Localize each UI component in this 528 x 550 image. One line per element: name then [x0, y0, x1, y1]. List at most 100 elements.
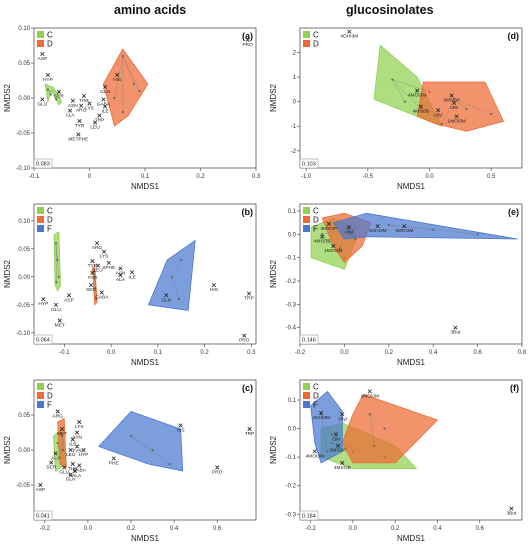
stress-value: 0.184 — [302, 514, 316, 520]
variable-label: 4MSOB — [314, 239, 331, 245]
variable-label: SER — [54, 94, 64, 100]
x-tick-label: 0.1 — [154, 350, 163, 356]
variable-label: GLN — [66, 477, 76, 483]
legend-label: D — [313, 216, 319, 225]
variable-label: TYR — [72, 449, 82, 455]
variable-marker — [247, 426, 252, 432]
group-hull-F — [147, 239, 196, 311]
variable-label: HIS — [177, 428, 185, 434]
variable-label: HYP — [79, 452, 89, 458]
variable-label: XALA — [69, 473, 82, 479]
legend-label: C — [47, 207, 53, 216]
x-tick-label: -0.5 — [363, 174, 374, 180]
variable-marker — [41, 297, 46, 302]
site-point — [476, 233, 479, 236]
variable-label: ASP — [64, 297, 74, 303]
group-spider-line — [392, 79, 405, 102]
legend-swatch-D — [303, 392, 310, 399]
group-spider-line — [441, 99, 455, 124]
variable-marker — [178, 423, 183, 428]
stress-value: 0.146 — [302, 338, 316, 344]
plot-frame — [33, 203, 257, 345]
site-point — [490, 112, 493, 116]
variable-marker — [70, 461, 75, 467]
site-point — [49, 93, 52, 96]
x-tick-label: -0.2 — [305, 526, 316, 532]
y-tick-label: -0.05 — [16, 303, 30, 309]
variable-marker — [40, 97, 45, 102]
variable-label: 3But — [450, 330, 461, 336]
legend-swatch-D — [37, 40, 44, 47]
y-tick-label: -0.1 — [286, 256, 297, 262]
legend-label: F — [313, 225, 318, 234]
panel-letter: (d) — [508, 31, 520, 41]
variable-label: TRP — [95, 118, 105, 124]
variable-label: ASP — [36, 487, 46, 493]
group-spider-line — [130, 435, 153, 451]
variable-label: THR — [87, 275, 97, 281]
group-hull-D — [341, 393, 439, 464]
y-tick-label: -0.4 — [286, 326, 297, 332]
legend-label: D — [47, 40, 53, 49]
variable-label: 1MOI3M — [324, 248, 342, 254]
legend-label: C — [313, 207, 319, 216]
y-tick-label: 0.0 — [288, 427, 297, 433]
variable-label: 3But — [506, 511, 517, 517]
x-axis-label: NMDS1 — [131, 358, 160, 367]
panel-letter: (f) — [510, 383, 519, 393]
variable-label: PHE — [109, 460, 119, 466]
group-spider-line — [47, 89, 60, 93]
variable-marker — [347, 29, 352, 34]
y-axis-label: NMDS2 — [269, 83, 278, 112]
variable-marker — [164, 293, 169, 298]
group-spider-line — [171, 276, 180, 300]
variable-label: ILE — [101, 108, 108, 114]
variable-marker — [436, 108, 441, 113]
x-tick-label: -0.1 — [59, 350, 70, 356]
site-point — [440, 122, 443, 125]
x-tick-label: 0.1 — [141, 174, 150, 180]
stress-value: 0.041 — [36, 514, 50, 520]
variable-label: SER — [86, 287, 96, 293]
variable-label: METPHE — [68, 136, 88, 142]
x-axis-label: NMDS1 — [131, 182, 160, 191]
variable-label: ASN — [68, 103, 78, 109]
variable-label: 4OHI3M — [369, 228, 387, 234]
y-tick-label: -0.3 — [286, 302, 297, 308]
x-tick-label: 0.0 — [107, 350, 116, 356]
variable-label: LYS — [100, 254, 109, 260]
y-tick-label: 0.00 — [18, 96, 30, 102]
group-spider-line — [454, 99, 492, 115]
group-hull-F — [310, 390, 343, 464]
variable-marker — [331, 243, 336, 249]
x-tick-label: 0.0 — [425, 174, 434, 180]
y-axis-label: NMDS2 — [3, 259, 12, 288]
x-tick-label: 0.2 — [391, 526, 400, 532]
variable-label: ARG — [92, 245, 103, 251]
x-tick-label: 0.2 — [127, 526, 136, 532]
variable-marker — [319, 410, 324, 415]
site-point — [55, 98, 58, 101]
legend-swatch-C — [303, 31, 310, 38]
variable-marker — [326, 221, 331, 226]
variable-marker — [68, 447, 73, 453]
legend-swatch-C — [303, 383, 310, 390]
y-tick-label: 0.0 — [288, 232, 297, 238]
variable-label: 4OHI3M — [312, 415, 330, 421]
variable-label: TRP — [245, 431, 255, 437]
y-tick-label: -0.2 — [286, 484, 297, 490]
variable-marker — [62, 465, 67, 470]
variable-marker — [118, 266, 123, 271]
variable-label: LEU — [93, 268, 103, 274]
variable-label: HIS — [113, 77, 121, 83]
variable-marker — [418, 104, 423, 109]
variable-marker — [102, 84, 108, 89]
site-point — [177, 298, 180, 301]
variable-label: PRO — [239, 338, 250, 344]
variable-label: 4MOI3M — [408, 93, 426, 99]
x-axis-label: NMDS1 — [397, 182, 426, 191]
variable-marker — [509, 506, 514, 511]
panel-letter: (c) — [242, 383, 253, 393]
variable-label: PRO — [212, 470, 223, 476]
variable-marker — [53, 451, 58, 456]
